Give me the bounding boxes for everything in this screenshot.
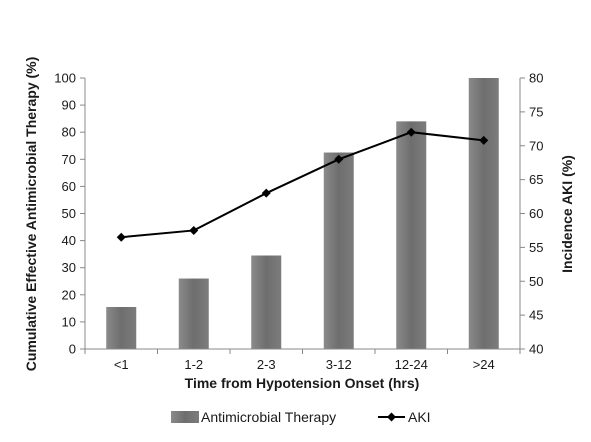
x-axis-title: Time from Hypotension Onset (hrs) — [185, 375, 420, 391]
aki-point-marker — [261, 188, 271, 198]
right-tick-label: 60 — [529, 206, 543, 221]
right-tick-label: 70 — [529, 138, 543, 153]
left-tick-label: 100 — [54, 71, 76, 86]
aki-point-marker — [116, 232, 126, 242]
x-axis-ticks: <1 1-2 2-3 3-12 12-24 >24 — [84, 349, 521, 372]
left-tick-label: 80 — [62, 125, 76, 140]
antimicrobial-therapy-bar — [396, 121, 427, 349]
left-tick-label: 60 — [62, 179, 76, 194]
right-tick-label: 50 — [529, 274, 543, 289]
left-tick-label: 0 — [69, 342, 76, 357]
left-axis-ticks: 0 10 20 30 40 50 60 70 80 90 100 — [54, 71, 85, 357]
aki-point-marker — [479, 135, 489, 145]
bars-layer — [106, 78, 499, 349]
legend: Antimicrobial Therapy AKI — [171, 409, 431, 425]
left-tick-label: 70 — [62, 152, 76, 167]
left-tick-label: 50 — [62, 206, 76, 221]
x-tick-label: 12-24 — [395, 357, 428, 372]
right-tick-label: 80 — [529, 71, 543, 86]
antimicrobial-therapy-bar — [323, 152, 354, 349]
x-tick-label: 2-3 — [257, 357, 276, 372]
left-axis-title: Cumulative Effective Antimicrobial Thera… — [23, 57, 39, 372]
legend-line-label: AKI — [408, 409, 431, 425]
legend-bar-label: Antimicrobial Therapy — [201, 409, 336, 425]
left-tick-label: 40 — [62, 233, 76, 248]
legend-bar-swatch — [171, 411, 199, 423]
legend-line-marker — [387, 412, 396, 422]
right-axis-title: Incidence AKI (%) — [559, 155, 575, 273]
right-tick-label: 55 — [529, 240, 543, 255]
antimicrobial-therapy-bar — [106, 306, 137, 349]
left-tick-label: 20 — [62, 287, 76, 302]
x-tick-label: >24 — [473, 357, 495, 372]
aki-series-line — [121, 131, 484, 239]
aki-point-marker — [406, 127, 416, 137]
left-tick-label: 30 — [62, 260, 76, 275]
left-tick-label: 10 — [62, 314, 76, 329]
aki-line-layer — [116, 127, 489, 242]
left-tick-label: 90 — [62, 98, 76, 113]
antimicrobial-therapy-bar — [251, 255, 282, 349]
aki-point-marker — [334, 154, 344, 164]
x-tick-label: 1-2 — [184, 357, 203, 372]
x-tick-label: 3-12 — [326, 357, 352, 372]
right-axis-ticks: 40 45 50 55 60 65 70 75 80 — [520, 71, 543, 357]
aki-point-marker — [189, 225, 199, 235]
antimicrobial-therapy-bar — [468, 78, 499, 349]
right-tick-label: 75 — [529, 104, 543, 119]
x-tick-label: <1 — [114, 357, 129, 372]
right-tick-label: 45 — [529, 308, 543, 323]
right-tick-label: 65 — [529, 172, 543, 187]
antimicrobial-therapy-bar — [178, 278, 209, 349]
right-tick-label: 40 — [529, 342, 543, 357]
